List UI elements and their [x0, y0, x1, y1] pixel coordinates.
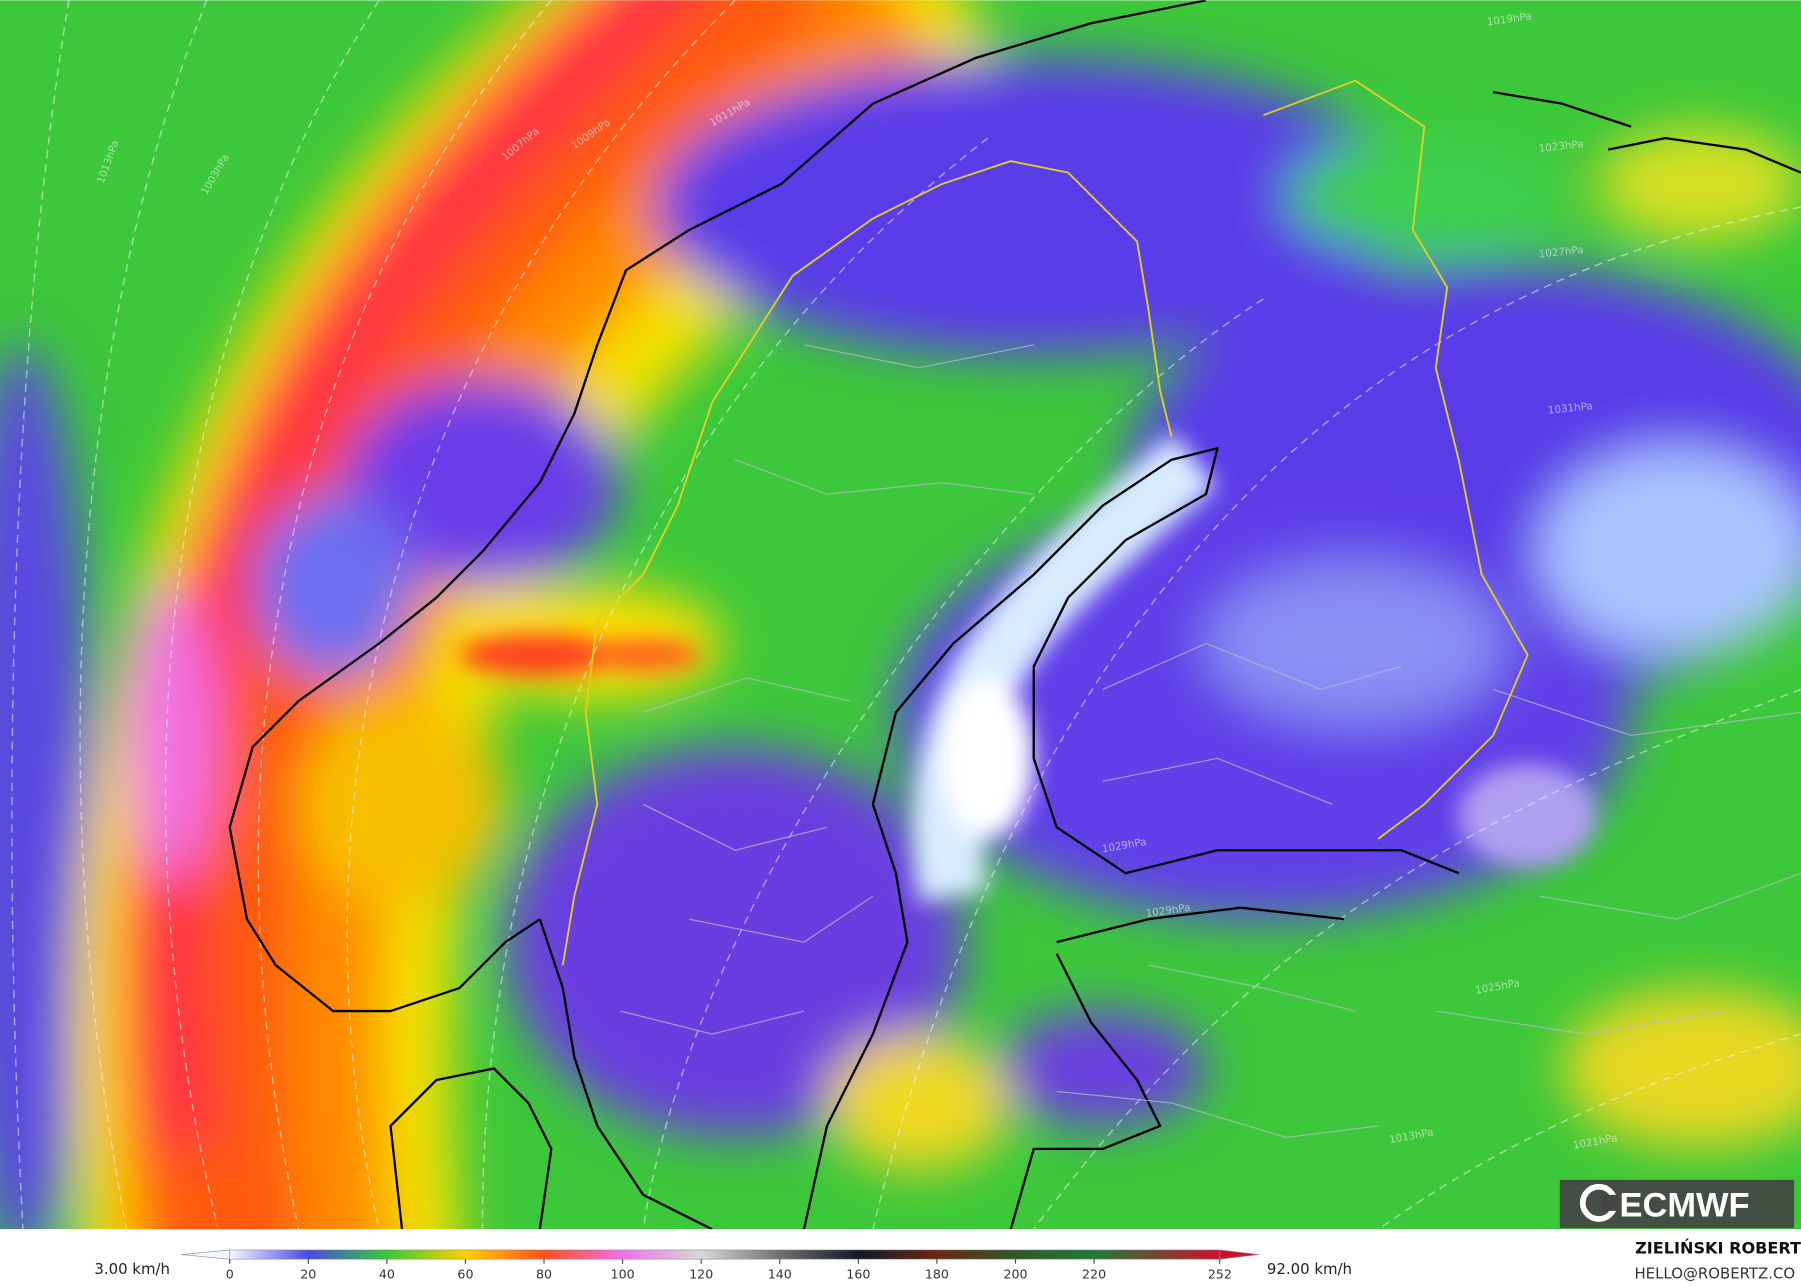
credit-author: ZIELIŃSKI ROBERT: [1635, 1238, 1801, 1257]
colorbar-tick-label: 200: [1003, 1267, 1027, 1282]
colorbar-bar: [229, 1249, 1221, 1260]
colorbar-tick-label: 140: [768, 1267, 792, 1282]
colorbar-tick-label: 0: [226, 1267, 234, 1282]
isobar-label: 1027hPa: [1538, 244, 1584, 261]
colorbar-tick-label: 120: [689, 1267, 713, 1282]
logo-text: ECMWF: [1620, 1187, 1750, 1225]
isobar-label: 1031hPa: [1547, 400, 1593, 417]
colorbar-tick-label: 160: [846, 1267, 870, 1282]
isobar-label: 1023hPa: [1538, 138, 1584, 155]
colorbar-tick-label: 60: [457, 1267, 473, 1282]
logo-box: ECMWF: [1559, 1179, 1795, 1229]
colorbar-max-label: 92.00 km/h: [1267, 1260, 1352, 1278]
colorbar: 0 20 40 60 80 100 120 140 160 180 200 220 252: [181, 1249, 1259, 1282]
colorbar-tick-label: 20: [300, 1267, 316, 1282]
colorbar-tick-label: 100: [611, 1267, 635, 1282]
credit-email: HELLO@ROBERTZ.CO: [1634, 1265, 1795, 1283]
colorbar-tick-label: 40: [379, 1267, 395, 1282]
colorbar-tick-label: 220: [1082, 1267, 1106, 1282]
colorbar-min-label: 3.00 km/h: [94, 1260, 170, 1278]
colorbar-tick-label: 252: [1208, 1267, 1232, 1282]
colorbar-tick-label: 80: [536, 1267, 552, 1282]
colorbar-tick-label: 180: [925, 1267, 949, 1282]
